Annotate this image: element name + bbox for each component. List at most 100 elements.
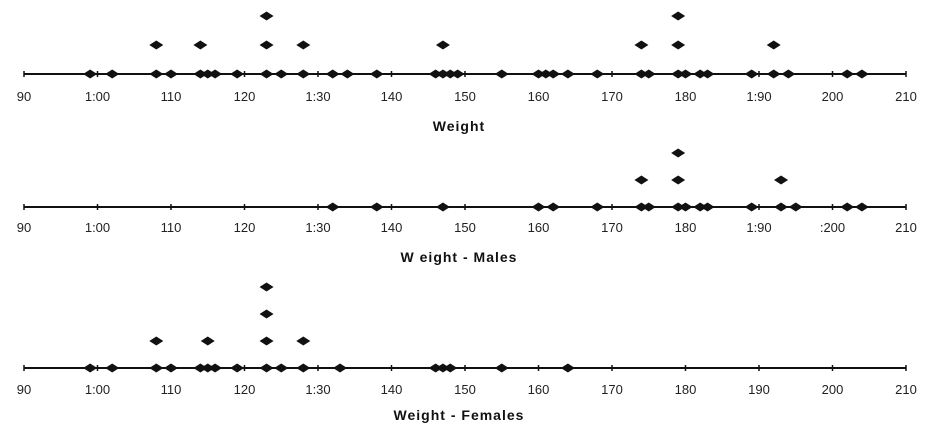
data-point [671, 69, 686, 79]
data-point [208, 69, 223, 79]
data-point [200, 363, 215, 373]
data-point [854, 202, 869, 212]
data-point [538, 69, 553, 79]
data-point [700, 202, 715, 212]
data-point [443, 69, 458, 79]
data-point [531, 202, 546, 212]
x-tick-label: 150 [454, 89, 476, 104]
x-tick-label: 120 [234, 220, 256, 235]
data-point [333, 363, 348, 373]
data-point [641, 202, 656, 212]
x-tick-label: 200 [822, 89, 844, 104]
x-tick-label: :200 [820, 220, 845, 235]
data-point [781, 69, 796, 79]
x-tick-label: 1:00 [85, 220, 110, 235]
data-point [83, 363, 98, 373]
data-point [560, 69, 575, 79]
data-point [546, 202, 561, 212]
data-point [340, 69, 355, 79]
data-point [149, 363, 164, 373]
data-point [208, 363, 223, 373]
data-point [494, 363, 509, 373]
data-point [671, 148, 686, 158]
x-tick-label: 170 [601, 382, 623, 397]
data-point [854, 69, 869, 79]
data-point [259, 11, 274, 21]
data-point [105, 363, 120, 373]
data-point [274, 69, 289, 79]
x-tick-label: 110 [161, 89, 182, 104]
data-point [164, 363, 178, 373]
data-point [766, 69, 781, 79]
data-point [774, 175, 789, 185]
x-tick-label: 1:00 [85, 89, 110, 104]
data-point [193, 363, 208, 373]
data-point [774, 202, 789, 212]
data-point [744, 69, 759, 79]
x-tick-label: 210 [895, 220, 917, 235]
data-point [693, 202, 708, 212]
data-point [369, 202, 384, 212]
x-tick-label: 120 [234, 89, 256, 104]
data-point [435, 363, 450, 373]
data-point [678, 202, 693, 212]
dot-plot-panel-3: 90 1:00 110 120 1:30 140 150 160 170 180 190 200 210… [17, 282, 917, 423]
data-point [105, 69, 120, 79]
x-tick-label: 140 [381, 89, 403, 104]
data-point [700, 69, 715, 79]
data-point [149, 40, 164, 50]
x-tick-label: 150 [454, 220, 476, 235]
data-point [450, 69, 465, 79]
data-point [325, 202, 340, 212]
data-point [296, 40, 311, 50]
data-point [840, 202, 855, 212]
data-point [766, 40, 781, 50]
x-tick-label: 120 [234, 382, 256, 397]
x-tick-label: 90 [17, 220, 31, 235]
data-point [296, 363, 311, 373]
data-point [259, 363, 274, 373]
data-point [693, 69, 708, 79]
data-point [546, 69, 561, 79]
data-point [259, 282, 274, 292]
data-point [193, 69, 208, 79]
data-point [435, 202, 450, 212]
x-tick-label: 160 [528, 89, 550, 104]
x-tick-label: 1:90 [746, 220, 771, 235]
data-point [259, 309, 274, 319]
data-point [435, 40, 450, 50]
data-point [193, 40, 208, 50]
data-point [200, 69, 215, 79]
x-tick-label: 1:30 [305, 89, 330, 104]
data-point [671, 202, 686, 212]
data-point [788, 202, 803, 212]
dot-plot-panel-2: 90 1:00 110 120 1:30 140 150 160 170 180 1:90:200 2… [17, 148, 917, 265]
x-tick-label: 160 [528, 382, 550, 397]
x-tick-label: 190 [748, 382, 770, 397]
data-point [634, 175, 649, 185]
data-point [531, 69, 546, 79]
data-point [634, 40, 649, 50]
x-tick-label: 180 [675, 382, 697, 397]
data-point [494, 69, 509, 79]
data-point [590, 202, 605, 212]
x-tick-label: 210 [895, 89, 917, 104]
x-tick-label: 180 [675, 220, 697, 235]
x-tick-label: 140 [381, 220, 403, 235]
data-point [274, 363, 289, 373]
data-point [259, 336, 274, 346]
x-tick-label: 170 [601, 89, 623, 104]
x-tick-label: 90 [17, 382, 31, 397]
data-point [369, 69, 384, 79]
data-point [678, 69, 693, 79]
data-point [671, 40, 686, 50]
data-point [325, 69, 340, 79]
x-tick-label: 160 [528, 220, 550, 235]
data-point [230, 363, 245, 373]
data-point [296, 69, 311, 79]
x-tick-label: 1:30 [305, 220, 330, 235]
data-point [641, 69, 656, 79]
x-tick-label: 90 [17, 89, 31, 104]
x-tick-label: 1:90 [746, 89, 771, 104]
x-axis-title: Weight - Females [394, 407, 525, 423]
